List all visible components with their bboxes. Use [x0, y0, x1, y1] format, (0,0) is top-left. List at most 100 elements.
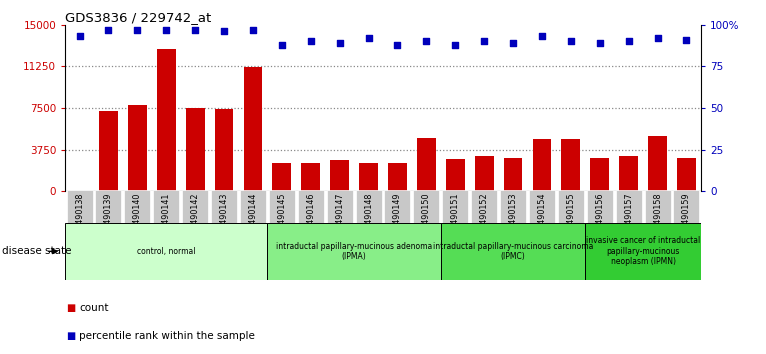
Point: [535, 34, 548, 39]
Text: GSM490140: GSM490140: [133, 193, 142, 241]
Bar: [648, 136, 667, 191]
Text: intraductal papillary-mucinous carcinoma
(IPMC): intraductal papillary-mucinous carcinoma…: [433, 242, 593, 261]
Bar: [67, 190, 93, 244]
Bar: [240, 190, 266, 244]
Bar: [244, 67, 262, 191]
Point: [680, 37, 692, 42]
Text: invasive cancer of intraductal
papillary-mucinous
neoplasm (IPMN): invasive cancer of intraductal papillary…: [586, 236, 700, 266]
Point: [218, 29, 231, 34]
Bar: [475, 156, 493, 191]
Point: [421, 39, 433, 44]
Bar: [673, 190, 699, 244]
Point: [565, 39, 577, 44]
Bar: [677, 158, 696, 191]
Bar: [616, 190, 642, 244]
Bar: [591, 158, 609, 191]
Text: GSM490146: GSM490146: [306, 193, 316, 241]
Text: GSM490156: GSM490156: [595, 193, 604, 241]
Bar: [355, 190, 381, 244]
Bar: [273, 164, 291, 191]
Bar: [414, 190, 440, 244]
Bar: [388, 164, 407, 191]
Bar: [301, 164, 320, 191]
Point: [362, 35, 375, 41]
Text: GSM490153: GSM490153: [509, 193, 518, 241]
Text: count: count: [79, 303, 109, 313]
Bar: [417, 138, 436, 191]
Point: [247, 27, 259, 33]
Point: [276, 42, 288, 47]
Bar: [561, 139, 580, 191]
Bar: [153, 190, 179, 244]
Text: GSM490155: GSM490155: [566, 193, 575, 241]
Text: GSM490147: GSM490147: [336, 193, 344, 241]
Bar: [504, 158, 522, 191]
Text: GSM490154: GSM490154: [538, 193, 546, 241]
Point: [594, 40, 606, 46]
Text: GSM490138: GSM490138: [75, 193, 84, 241]
Bar: [298, 190, 324, 244]
Text: GSM490151: GSM490151: [450, 193, 460, 241]
Text: percentile rank within the sample: percentile rank within the sample: [79, 331, 255, 341]
Text: disease state: disease state: [2, 246, 72, 256]
Text: intraductal papillary-mucinous adenoma
(IPMA): intraductal papillary-mucinous adenoma (…: [276, 242, 432, 261]
Bar: [214, 109, 234, 191]
Bar: [619, 156, 638, 191]
Text: control, normal: control, normal: [137, 247, 195, 256]
Point: [305, 39, 317, 44]
Text: GSM490159: GSM490159: [682, 193, 691, 241]
Bar: [269, 190, 295, 244]
Text: GSM490139: GSM490139: [104, 193, 113, 241]
Bar: [267, 223, 440, 280]
Bar: [330, 160, 349, 191]
Point: [74, 34, 86, 39]
Bar: [440, 223, 585, 280]
Bar: [157, 49, 175, 191]
Bar: [587, 190, 613, 244]
Text: GSM490144: GSM490144: [248, 193, 257, 241]
Point: [131, 27, 143, 33]
Bar: [585, 223, 701, 280]
Bar: [529, 190, 555, 244]
Text: GSM490141: GSM490141: [162, 193, 171, 241]
Bar: [65, 223, 267, 280]
Bar: [442, 190, 468, 244]
Bar: [359, 164, 378, 191]
Bar: [446, 159, 465, 191]
Text: GSM490145: GSM490145: [277, 193, 286, 241]
Text: ■: ■: [66, 303, 75, 313]
Text: GSM490157: GSM490157: [624, 193, 633, 241]
Text: GSM490158: GSM490158: [653, 193, 662, 241]
Point: [333, 40, 345, 46]
Text: GSM490152: GSM490152: [480, 193, 489, 241]
Point: [651, 35, 663, 41]
Text: ■: ■: [66, 331, 75, 341]
Point: [391, 42, 404, 47]
Point: [449, 42, 461, 47]
Bar: [500, 190, 526, 244]
Bar: [326, 190, 352, 244]
Bar: [558, 190, 584, 244]
Bar: [124, 190, 150, 244]
Bar: [471, 190, 497, 244]
Point: [103, 27, 115, 33]
Bar: [211, 190, 237, 244]
Bar: [182, 190, 208, 244]
Text: GDS3836 / 229742_at: GDS3836 / 229742_at: [65, 11, 211, 24]
Bar: [385, 190, 411, 244]
Point: [623, 39, 635, 44]
Bar: [644, 190, 670, 244]
Point: [478, 39, 490, 44]
Bar: [128, 105, 147, 191]
Bar: [96, 190, 122, 244]
Text: GSM490149: GSM490149: [393, 193, 402, 241]
Point: [160, 27, 172, 33]
Text: GSM490142: GSM490142: [191, 193, 200, 241]
Text: GSM490143: GSM490143: [220, 193, 228, 241]
Point: [189, 27, 201, 33]
Text: GSM490150: GSM490150: [422, 193, 430, 241]
Bar: [186, 108, 205, 191]
Point: [507, 40, 519, 46]
Bar: [532, 139, 552, 191]
Bar: [99, 111, 118, 191]
